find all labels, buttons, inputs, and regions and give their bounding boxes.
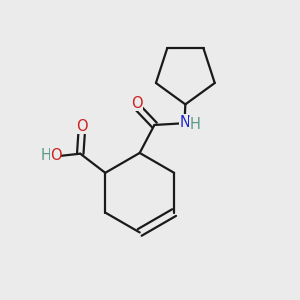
Text: O: O xyxy=(76,119,88,134)
Text: H: H xyxy=(40,148,52,163)
Text: N: N xyxy=(179,115,190,130)
Text: H: H xyxy=(190,118,200,133)
Text: O: O xyxy=(50,148,61,163)
Text: O: O xyxy=(131,96,142,111)
